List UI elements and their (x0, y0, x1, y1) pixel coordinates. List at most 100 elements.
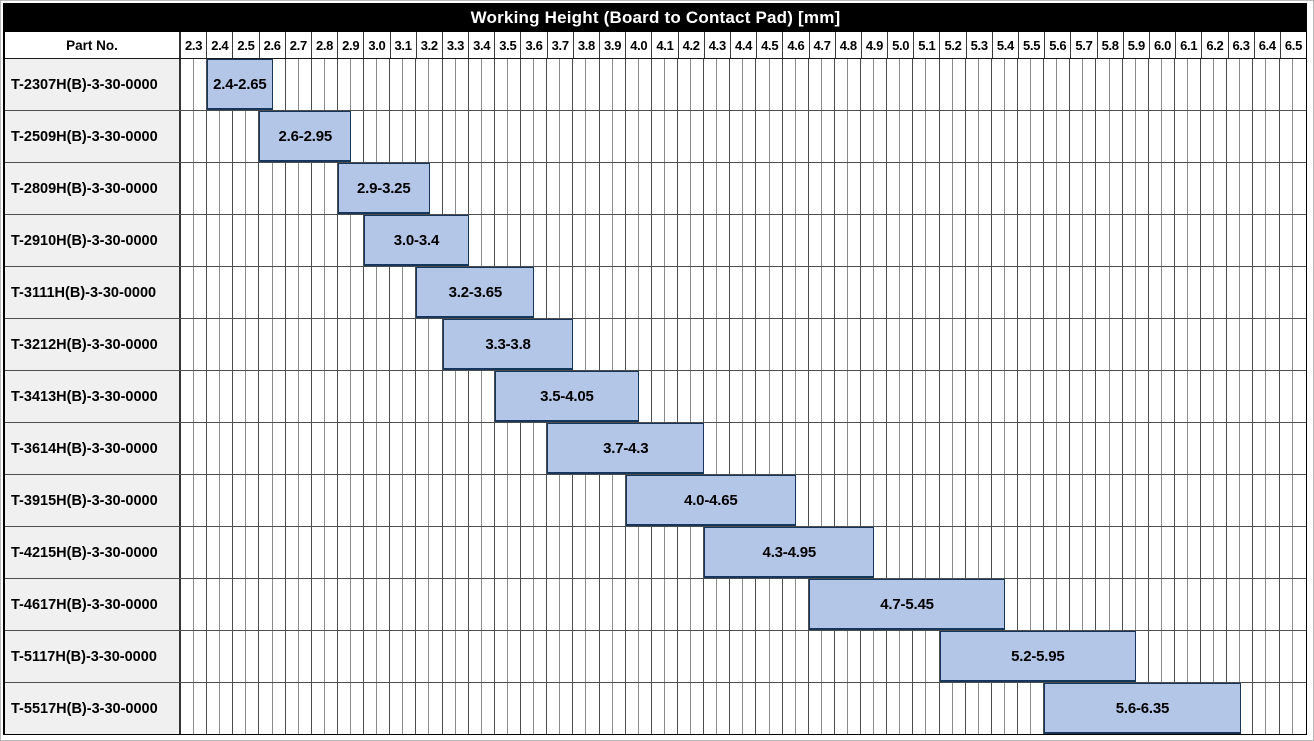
grid-subcell (1188, 163, 1202, 214)
grid-subcell (730, 215, 744, 266)
grid-column (338, 215, 365, 266)
grid-subcell (1266, 111, 1280, 162)
grid-subcell (586, 631, 600, 682)
axis-tick: 3.4 (469, 32, 496, 58)
grid-column (469, 683, 495, 734)
grid-column (1253, 631, 1280, 682)
grid-column (1201, 475, 1228, 526)
grid-subcell (429, 163, 443, 214)
grid-column (207, 631, 234, 682)
grid-subcell (1031, 319, 1045, 370)
range-bar: 4.0-4.65 (625, 475, 796, 526)
grid-column (390, 527, 417, 578)
grid-subcell (1293, 475, 1306, 526)
grid-column (1227, 267, 1254, 318)
grid-subcell (1201, 163, 1215, 214)
grid-subcell (1240, 527, 1254, 578)
grid-subcell (246, 163, 260, 214)
grid-column (443, 423, 469, 474)
grid-subcell (534, 631, 548, 682)
grid-column (1018, 319, 1045, 370)
part-no-cell: T-5517H(B)-3-30-0000 (5, 683, 181, 734)
grid-subcell (678, 267, 692, 318)
grid-column (416, 59, 443, 110)
grid-subcell (1162, 423, 1175, 474)
grid-subcell (534, 527, 548, 578)
grid-subcell (286, 527, 299, 578)
grid-subcell (194, 267, 208, 318)
grid-column (940, 423, 966, 474)
grid-subcell (613, 475, 626, 526)
grid-column (992, 215, 1018, 266)
grid-subcell (325, 267, 338, 318)
grid-subcell (639, 267, 652, 318)
grid-subcell (1018, 423, 1032, 474)
grid-subcell (887, 267, 901, 318)
grid-column (259, 579, 286, 630)
grid-column (626, 163, 652, 214)
grid-column (338, 683, 365, 734)
grid-column (966, 163, 992, 214)
grid-column (1280, 267, 1306, 318)
grid-subcell (626, 319, 639, 370)
grid-column (390, 579, 417, 630)
row-plot-area: 2.9-3.25 (181, 163, 1306, 214)
grid-subcell (1031, 475, 1045, 526)
grid-subcell (665, 215, 678, 266)
grid-column (547, 475, 574, 526)
grid-column (1227, 215, 1254, 266)
grid-subcell (1149, 59, 1162, 110)
grid-subcell (1293, 579, 1306, 630)
grid-column (652, 631, 678, 682)
axis-tick: 3.0 (364, 32, 391, 58)
grid-subcell (377, 579, 391, 630)
grid-subcell (325, 579, 338, 630)
range-bar: 2.4-2.65 (207, 59, 273, 110)
grid-column (338, 475, 365, 526)
grid-subcell (783, 319, 796, 370)
grid-subcell (613, 631, 626, 682)
grid-column (600, 163, 626, 214)
grid-column (443, 163, 469, 214)
grid-subcell (325, 475, 338, 526)
grid-column (1070, 215, 1097, 266)
grid-subcell (1083, 267, 1097, 318)
grid-subcell (979, 683, 992, 734)
grid-subcell (246, 475, 260, 526)
grid-subcell (756, 111, 770, 162)
selection-table: Working Height (Board to Contact Pad) [m… (3, 3, 1307, 735)
grid-column (312, 579, 338, 630)
grid-column (861, 215, 888, 266)
grid-subcell (403, 475, 417, 526)
range-bar-label: 4.0-4.65 (684, 491, 738, 509)
grid-subcell (469, 527, 482, 578)
grid-subcell (246, 527, 260, 578)
grid-subcell (1201, 267, 1215, 318)
range-bar-label: 5.6-6.35 (1115, 699, 1170, 717)
grid-subcell (900, 319, 914, 370)
axis-tick: 6.2 (1202, 32, 1229, 58)
grid-column (573, 579, 600, 630)
grid-subcell (443, 371, 456, 422)
grid-subcell (639, 111, 652, 162)
grid-column (992, 267, 1018, 318)
grid-subcell (743, 579, 757, 630)
grid-subcell (809, 631, 822, 682)
grid-subcell (770, 423, 783, 474)
grid-subcell (1175, 215, 1189, 266)
grid-column (783, 423, 809, 474)
grid-subcell (403, 267, 417, 318)
grid-subcell (887, 59, 901, 110)
grid-subcell (1293, 215, 1306, 266)
grid-subcell (560, 475, 574, 526)
grid-subcell (704, 683, 718, 734)
grid-subcell (1162, 371, 1175, 422)
grid-column (1175, 579, 1202, 630)
grid-subcell (874, 683, 888, 734)
grid-subcell (1175, 527, 1189, 578)
grid-subcell (456, 475, 469, 526)
grid-subcell (835, 111, 848, 162)
grid-column (338, 59, 365, 110)
grid-column (600, 527, 626, 578)
grid-subcell (547, 683, 561, 734)
